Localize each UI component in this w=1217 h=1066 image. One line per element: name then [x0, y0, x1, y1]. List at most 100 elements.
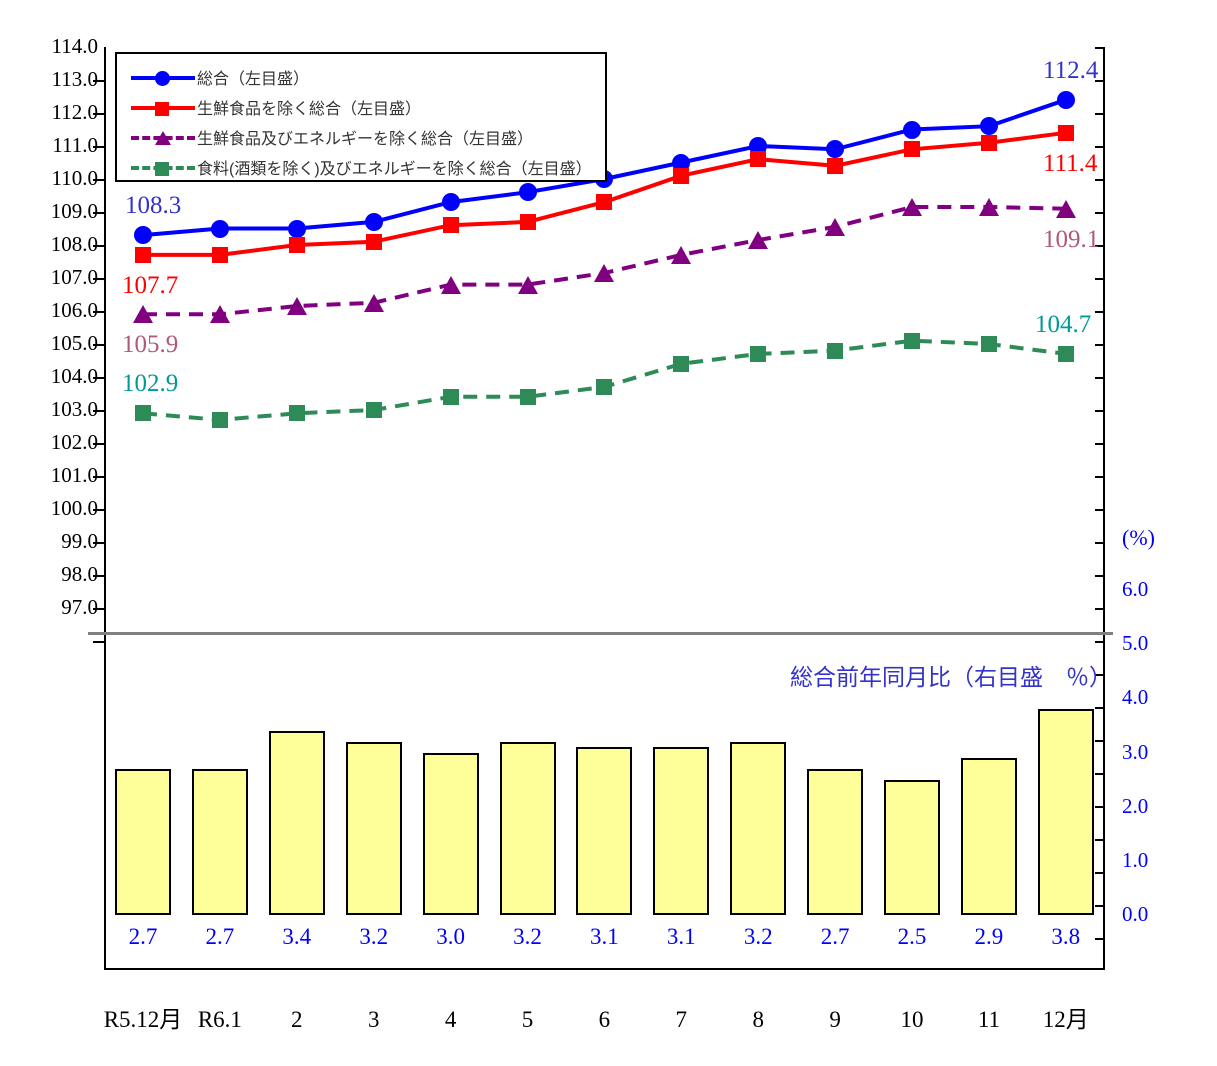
- legend-key-ex-fresh-food: [129, 95, 197, 119]
- legend-item-ex-fresh-food: 生鮮食品を除く総合（左目盛）: [129, 92, 605, 122]
- bar-value-label: 2.7: [820, 924, 850, 949]
- left-axis-tick-label: 99.0: [61, 529, 98, 553]
- left-axis-tick-label: 114.0: [51, 34, 98, 58]
- legend-label-ex-fresh-food: 生鮮食品を除く総合（左目盛）: [197, 101, 422, 118]
- data-point-square: [904, 332, 920, 349]
- left-axis-tick-label: 102.0: [50, 430, 98, 454]
- left-axis-tick: [93, 311, 104, 313]
- data-point-triangle: [133, 305, 153, 324]
- data-point-square: [596, 378, 613, 395]
- right-axis-tick: [1095, 146, 1105, 148]
- left-axis-tick-label: 97.0: [61, 595, 98, 619]
- bar-value-label: 3.4: [282, 924, 312, 949]
- left-axis-tick: [93, 278, 104, 280]
- data-point-square: [1057, 124, 1074, 141]
- bar-value-label: 3.8: [1051, 924, 1081, 949]
- left-axis-tick: [93, 146, 104, 148]
- data-point-square: [211, 246, 228, 263]
- data-point-circle: [979, 117, 998, 136]
- square-marker-icon: [155, 162, 169, 176]
- bar-value-label: 2.7: [128, 924, 158, 949]
- data-point-square: [904, 141, 920, 158]
- left-axis-tick-label: 111.0: [52, 133, 98, 157]
- bar: [576, 747, 633, 915]
- left-axis-tick: [93, 509, 104, 511]
- data-point-square: [596, 194, 613, 211]
- data-point-square: [519, 388, 536, 405]
- right-axis-tick-label: 1.0: [1122, 847, 1149, 872]
- right-axis-tick: [1095, 443, 1105, 445]
- bar-series-annotation: 総合前年同月比（右目盛 ％）: [790, 664, 1112, 690]
- left-axis-tick: [93, 179, 104, 181]
- data-point-square: [288, 237, 305, 253]
- left-axis-tick: [93, 113, 104, 115]
- legend-item-ex-fresh-food-energy: 生鮮食品及びエネルギーを除く総合（左目盛）: [129, 122, 605, 152]
- bar: [653, 747, 710, 915]
- bar-value-label: 3.2: [359, 924, 389, 949]
- left-axis-tick: [93, 245, 104, 247]
- data-point-square: [135, 246, 151, 263]
- right-axis-tick: [1095, 80, 1105, 82]
- bar: [730, 741, 787, 915]
- data-point-square: [442, 388, 459, 405]
- category-label: 6: [598, 1007, 611, 1032]
- left-axis-tick: [93, 410, 104, 412]
- data-point-triangle: [286, 297, 307, 316]
- bar: [422, 752, 479, 915]
- data-point-triangle: [594, 264, 615, 283]
- left-axis-tick-label: 103.0: [50, 397, 98, 421]
- legend-key-ex-food-energy: [129, 155, 197, 179]
- category-label: R6.1: [197, 1007, 242, 1032]
- left-axis-tick-label: 110.0: [51, 166, 98, 190]
- data-point-circle: [210, 219, 229, 238]
- left-axis-tick: [93, 212, 104, 214]
- legend-label-total: 総合（左目盛）: [197, 71, 310, 88]
- left-axis-tick-label: 104.0: [50, 364, 98, 388]
- value-label-total-first: 108.3: [125, 192, 182, 220]
- bar: [268, 730, 325, 915]
- right-axis-tick: [1095, 740, 1105, 742]
- legend-label-ex-food-energy: 食料(酒類を除く)及びエネルギーを除く総合（左目盛）: [197, 161, 592, 178]
- data-point-square: [1057, 345, 1074, 362]
- right-axis-tick-label: 5.0: [1122, 631, 1149, 656]
- chart-legend: 総合（左目盛） 生鮮食品を除く総合（左目盛） 生鮮食品及びエネルギーを除く総合（…: [115, 52, 607, 182]
- left-axis-tick: [93, 344, 104, 346]
- right-axis-tick: [1095, 410, 1105, 412]
- left-axis-tick-label: 101.0: [50, 463, 98, 487]
- value-label-ex-fresh-food-energy-last: 109.1: [1043, 225, 1100, 253]
- data-point-square: [365, 402, 382, 418]
- data-point-triangle: [440, 275, 461, 294]
- category-label: 9: [829, 1007, 841, 1032]
- data-point-circle: [1056, 90, 1075, 109]
- bar: [115, 768, 171, 915]
- data-point-square: [673, 355, 690, 372]
- value-label-ex-food-energy-first: 102.9: [122, 370, 179, 398]
- bar-value-label: 3.1: [666, 924, 696, 949]
- right-axis-tick-label: 6.0: [1122, 577, 1149, 601]
- category-label: 10: [900, 1007, 924, 1032]
- data-point-square: [827, 342, 844, 359]
- category-label: 7: [675, 1007, 688, 1032]
- square-marker-icon: [155, 102, 169, 116]
- bar-value-label: 2.9: [974, 924, 1004, 949]
- value-label-ex-food-energy-last: 104.7: [1035, 310, 1092, 338]
- data-point-circle: [441, 193, 460, 212]
- bar: [191, 768, 248, 915]
- left-axis-tick-label: 108.0: [50, 232, 98, 256]
- right-axis-tick-label: 3.0: [1122, 739, 1149, 764]
- right-axis-tick: [1095, 674, 1105, 676]
- right-axis-tick-label: 2.0: [1122, 793, 1149, 818]
- left-axis-tick: [93, 575, 104, 577]
- bar-value-label: 2.5: [897, 924, 927, 949]
- data-point-square: [750, 345, 767, 362]
- category-label: 8: [752, 1007, 764, 1032]
- right-axis-tick: [1095, 278, 1105, 280]
- data-point-triangle: [363, 293, 384, 312]
- data-point-triangle: [978, 198, 999, 217]
- left-axis-tick-label: 107.0: [50, 265, 98, 289]
- right-axis-tick: [1095, 212, 1105, 214]
- data-point-circle: [364, 212, 383, 231]
- right-axis-tick: [1095, 938, 1105, 940]
- right-axis-tick: [1095, 707, 1105, 709]
